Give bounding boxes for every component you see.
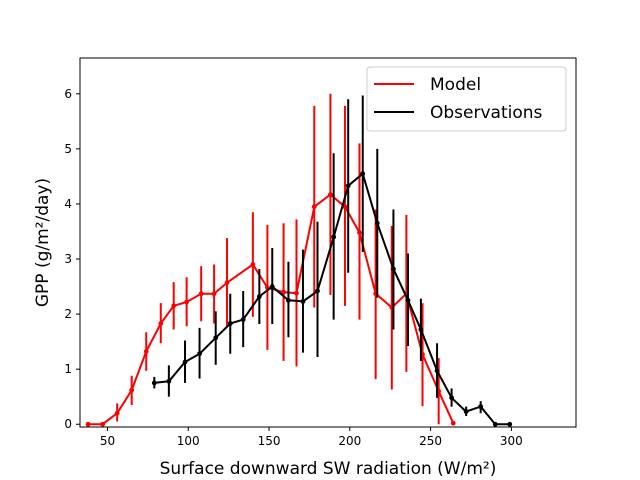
legend: Model Observations	[366, 66, 567, 132]
plot-marks	[85, 93, 513, 427]
model-point-5	[158, 321, 164, 326]
observations-point-6	[240, 317, 246, 323]
observations-point-21	[463, 409, 469, 414]
observations-point-18	[418, 327, 424, 332]
model-point-0	[85, 421, 91, 427]
observations-point-12	[331, 234, 337, 240]
model-line	[88, 193, 455, 426]
model-point-4	[143, 349, 149, 354]
observations-line	[154, 172, 510, 426]
y-axis-ticks: 0 1 2 3 4 5 6	[64, 87, 80, 431]
legend-label-observations: Observations	[430, 103, 543, 123]
observations-point-10	[300, 299, 306, 304]
x-tick-label-200: 200	[338, 434, 361, 448]
y-tick-label-3: 3	[64, 252, 72, 266]
observations-point-2	[182, 359, 188, 365]
model-point-16	[328, 192, 333, 197]
series-observations	[151, 95, 513, 427]
y-tick-label-1: 1	[64, 362, 72, 376]
x-tick-label-250: 250	[419, 434, 442, 448]
model-point-14	[294, 290, 299, 296]
x-tick-label-300: 300	[500, 434, 523, 448]
observations-point-0	[151, 380, 157, 386]
model-point-10	[224, 280, 230, 286]
observations-point-1	[166, 378, 172, 384]
y-tick-label-4: 4	[64, 197, 72, 211]
model-point-2	[114, 410, 120, 416]
model-point-15	[311, 204, 317, 210]
model-point-24	[450, 420, 456, 426]
observations-point-5	[227, 321, 233, 326]
observations-point-8	[269, 284, 275, 289]
observations-point-3	[197, 351, 202, 357]
legend-box	[366, 66, 567, 132]
model-point-6	[171, 303, 177, 309]
observations-point-22	[478, 404, 484, 410]
observations-point-23	[492, 421, 498, 427]
x-tick-label-100: 100	[177, 434, 200, 448]
x-tick-label-50: 50	[100, 434, 115, 448]
observations-point-13	[345, 183, 351, 189]
model-point-8	[198, 291, 204, 297]
observations-point-11	[315, 288, 320, 294]
observations-point-17	[405, 297, 411, 303]
observations-point-15	[374, 220, 380, 226]
model-point-18	[357, 230, 362, 235]
model-point-3	[129, 387, 135, 393]
observations-point-9	[286, 297, 291, 303]
observations-point-19	[434, 368, 440, 374]
x-tick-label-150: 150	[258, 434, 281, 448]
y-axis-label: GPP (g/m²/day)	[33, 178, 53, 307]
y-tick-label-5: 5	[64, 142, 72, 156]
observations-point-16	[391, 266, 396, 272]
model-point-11	[250, 262, 256, 267]
y-tick-label-0: 0	[64, 417, 72, 431]
legend-label-model: Model	[430, 75, 481, 95]
y-tick-label-2: 2	[64, 307, 72, 321]
observations-point-24	[507, 421, 513, 427]
model-point-9	[211, 291, 217, 297]
observations-point-20	[449, 395, 454, 401]
x-axis-label: Surface downward SW radiation (W/m²)	[160, 459, 497, 479]
model-point-13	[281, 289, 286, 295]
observations-point-4	[213, 335, 219, 341]
model-point-7	[184, 299, 190, 305]
model-point-1	[100, 421, 106, 427]
plot-frame	[79, 57, 577, 428]
observations-point-7	[256, 294, 262, 299]
y-tick-label-6: 6	[64, 87, 72, 101]
series-model	[85, 93, 456, 427]
x-axis-ticks: 50 100 150 200 250 300	[100, 427, 523, 448]
observations-point-14	[360, 171, 366, 177]
model-point-17	[342, 204, 348, 210]
